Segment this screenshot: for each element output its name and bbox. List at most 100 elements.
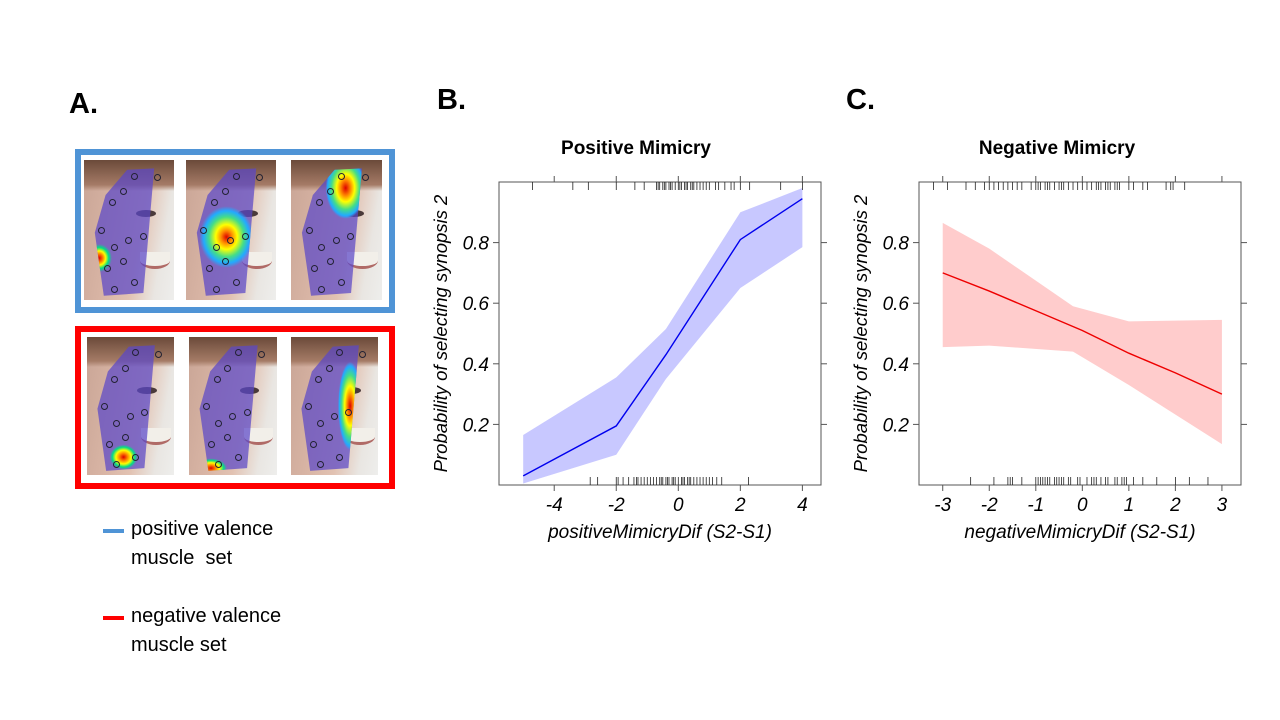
electrode-marker: [130, 172, 138, 180]
electrode-marker: [317, 461, 325, 469]
electrode-marker: [203, 403, 211, 411]
electrode-marker: [315, 375, 323, 383]
face-heatmap-lower-cheek: [84, 160, 174, 300]
electrode-marker: [234, 454, 242, 462]
electrode-marker: [121, 433, 129, 441]
electrode-marker: [132, 349, 140, 357]
electrode-marker: [318, 286, 326, 293]
electrode-marker: [103, 265, 111, 272]
face-heatmap-chin: [87, 337, 174, 475]
mouth: [344, 428, 375, 445]
face-heatmap-forehead: [291, 160, 382, 300]
electrode-marker: [113, 461, 121, 469]
electrode-marker: [338, 279, 346, 286]
electrode-marker: [325, 364, 333, 372]
panel-a-letter: A.: [69, 88, 98, 120]
electrode-marker: [111, 375, 119, 383]
electrode-marker: [154, 350, 162, 358]
mouth: [241, 252, 273, 270]
electrode-marker: [213, 286, 220, 293]
y-tick-label: 0.2: [883, 415, 910, 436]
chart-c-title: Negative Mimicry: [978, 138, 1136, 159]
electrode-marker: [332, 237, 340, 244]
positive-valence-frame: [75, 149, 395, 313]
electrode-marker: [127, 412, 135, 420]
electrode-marker: [347, 232, 355, 240]
plot-frame: [498, 181, 822, 486]
electrode-marker: [100, 403, 108, 411]
electrode-marker: [305, 227, 313, 235]
electrode-marker: [243, 408, 251, 416]
electrode-marker: [109, 199, 117, 207]
y-axis-label: Probability of selecting synopsis 2: [850, 194, 871, 472]
electrode-marker: [304, 403, 312, 411]
electrode-marker: [130, 279, 138, 286]
electrode-marker: [106, 440, 114, 448]
electrode-marker: [336, 349, 344, 357]
electrode-marker: [120, 258, 127, 265]
electrode-marker: [211, 199, 219, 207]
electrode-marker: [234, 349, 242, 357]
confidence-band: [523, 188, 803, 484]
electrode-marker: [205, 265, 213, 272]
electrode-marker: [98, 227, 106, 235]
y-tick-label: 0.4: [883, 355, 909, 376]
electrode-marker: [336, 454, 344, 462]
electrode-marker: [229, 412, 237, 420]
electrode-marker: [227, 237, 235, 244]
electrode-marker: [154, 174, 162, 181]
y-tick-label: 0.2: [463, 415, 490, 436]
electrode-marker: [140, 408, 148, 416]
fitted-line: [942, 272, 1223, 395]
x-tick-label: -3: [934, 495, 951, 516]
electrode-marker: [310, 440, 318, 448]
x-tick-label: -2: [981, 495, 998, 516]
x-tick-label: -2: [608, 495, 625, 516]
negative-legend-label: negative valence muscle set: [131, 602, 281, 660]
electrode-marker: [224, 364, 232, 372]
positive-legend-label: positive valence muscle set: [131, 515, 273, 573]
negative-legend-swatch: [103, 616, 124, 620]
y-tick-label: 0.8: [883, 234, 910, 255]
legend-line1: positive valence: [131, 518, 274, 540]
legend-line2: muscle set: [131, 634, 227, 656]
x-tick-label: 4: [797, 495, 808, 516]
electrode-marker: [318, 244, 326, 251]
x-tick-label: 0: [1077, 495, 1088, 516]
electrode-marker: [241, 232, 249, 240]
chart-b-title: Positive Mimicry: [561, 138, 711, 159]
electrode-marker: [232, 172, 240, 180]
electrode-marker: [222, 258, 229, 265]
electrode-marker: [358, 350, 366, 358]
electrode-marker: [327, 258, 335, 265]
legend-line2: muscle set: [131, 547, 233, 569]
electrode-marker: [311, 265, 319, 272]
x-tick-label: 2: [1169, 495, 1181, 516]
electrode-marker: [200, 227, 208, 235]
panel-c-letter: C.: [846, 84, 875, 116]
electrode-marker: [111, 244, 118, 251]
negative-valence-frame: [75, 326, 395, 489]
electrode-marker: [257, 350, 265, 358]
x-tick-label: -1: [1027, 495, 1044, 516]
x-axis-label: negativeMimicryDif (S2-S1): [964, 522, 1195, 543]
x-tick-label: 1: [1124, 495, 1135, 516]
mouth: [347, 252, 379, 270]
electrode-marker: [331, 412, 339, 420]
electrode-marker: [213, 375, 221, 383]
x-tick-label: -4: [546, 495, 563, 516]
electrode-marker: [224, 433, 232, 441]
electrode-marker: [213, 244, 220, 251]
electrode-marker: [338, 172, 346, 180]
x-tick-label: 0: [673, 495, 684, 516]
fitted-line: [522, 198, 803, 477]
electrode-marker: [325, 433, 333, 441]
electrode-marker: [215, 419, 223, 427]
electrode-marker: [139, 232, 147, 240]
legend-line1: negative valence: [131, 605, 282, 627]
electrode-marker: [256, 174, 264, 181]
y-tick-label: 0.8: [463, 234, 490, 255]
face-heatmap-jaw: [189, 337, 277, 475]
electrode-marker: [120, 188, 127, 195]
plot-frame: [918, 181, 1242, 486]
